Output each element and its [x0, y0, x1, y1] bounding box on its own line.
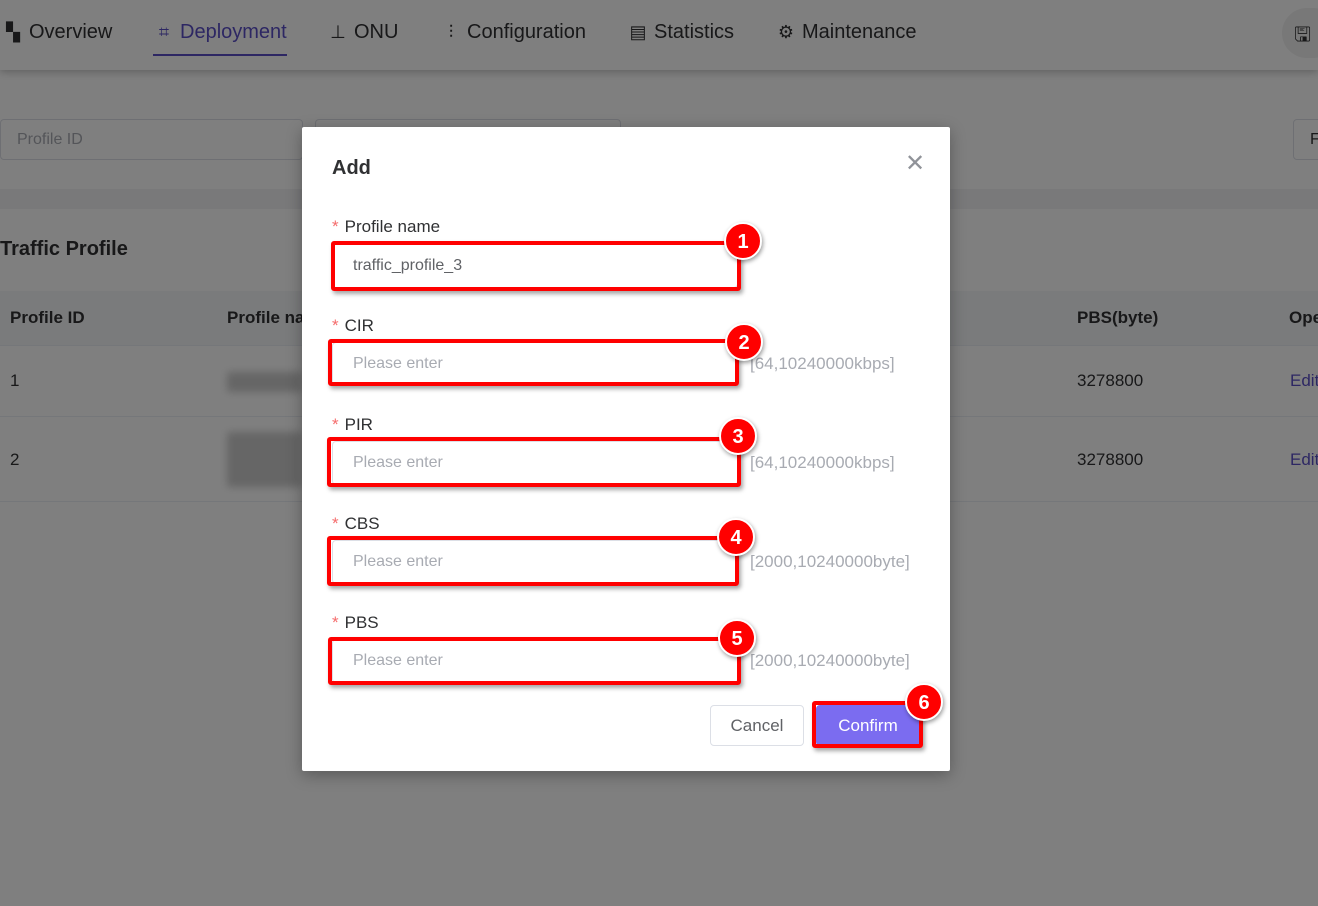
close-icon[interactable]: ✕	[905, 150, 926, 177]
required-mark: *	[332, 613, 339, 632]
required-mark: *	[332, 316, 339, 335]
add-dialog: Add ✕ * Profile name * CIR [64,10240000kbp…	[302, 127, 950, 771]
label-text: CBS	[344, 514, 380, 533]
label-text: PBS	[344, 613, 379, 632]
annotation-number: 5	[718, 619, 756, 657]
cir-label: * CIR	[332, 316, 374, 336]
label-text: CIR	[344, 316, 374, 335]
cbs-input[interactable]	[332, 540, 738, 584]
cir-input[interactable]	[332, 342, 738, 386]
confirm-button[interactable]: Confirm	[816, 705, 920, 746]
pbs-range-hint: [2000,10240000byte]	[750, 651, 910, 670]
pir-input[interactable]	[332, 441, 738, 485]
pbs-label: * PBS	[332, 613, 379, 633]
dialog-title: Add	[332, 157, 371, 179]
label-text: PIR	[344, 415, 373, 434]
cbs-label: * CBS	[332, 514, 380, 534]
cancel-button[interactable]: Cancel	[710, 705, 804, 746]
cir-range-hint: [64,10240000kbps]	[750, 354, 895, 373]
required-mark: *	[332, 217, 339, 236]
profile-name-label: * Profile name	[332, 217, 440, 237]
pir-label: * PIR	[332, 415, 373, 435]
cbs-range-hint: [2000,10240000byte]	[750, 552, 910, 571]
annotation-number: 3	[719, 417, 757, 455]
pir-range-hint: [64,10240000kbps]	[750, 453, 895, 472]
annotation-number: 4	[717, 518, 755, 556]
annotation-number: 2	[725, 323, 763, 361]
pbs-input[interactable]	[332, 639, 738, 683]
required-mark: *	[332, 415, 339, 434]
required-mark: *	[332, 514, 339, 533]
annotation-number: 6	[905, 683, 943, 721]
label-text: Profile name	[344, 217, 441, 236]
profile-name-input[interactable]	[332, 244, 738, 288]
annotation-number: 1	[724, 222, 762, 260]
